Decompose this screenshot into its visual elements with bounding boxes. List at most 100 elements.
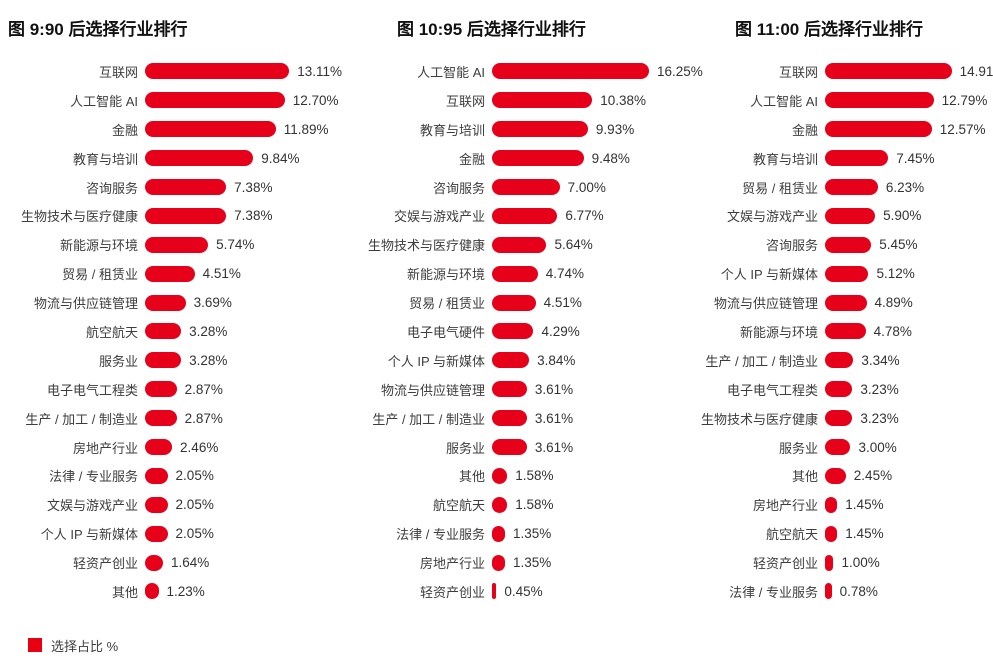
value-label: 1.45% [845, 497, 884, 513]
category-label: 互联网 [98, 64, 138, 80]
value-label: 4.78% [873, 323, 912, 339]
chart-row: 咨询服务 7.38% [8, 173, 355, 202]
chart-row: 人工智能 AI 12.70% [8, 86, 355, 115]
legend-swatch-icon [28, 638, 42, 653]
chart-post-90s: 图 9:90 后选择行业排行 互联网 13.11% 人工智能 AI 12.70% 金融 1… [8, 18, 355, 606]
value-label: 4.74% [545, 266, 585, 282]
chart-row: 电子电气工程类 2.87% [8, 375, 355, 404]
bar [492, 439, 527, 456]
category-label: 个人 IP 与新媒体 [720, 267, 818, 283]
chart-rows-post-00s: 互联网 14.91% 人工智能 AI 12.79% 金融 12.57% 教育与培训 7.45%… [685, 57, 993, 606]
category-label: 轻资产创业 [419, 584, 485, 600]
chart-row: 其他 1.23% [8, 577, 355, 606]
value-label: 1.45% [845, 526, 884, 542]
value-label: 13.11% [297, 63, 342, 79]
bar [492, 352, 530, 369]
value-label: 5.64% [554, 237, 593, 253]
category-label: 贸易 / 租赁业 [742, 180, 818, 196]
charts-container: 图 9:90 后选择行业排行 互联网 13.11% 人工智能 AI 12.70% 金融 1… [8, 18, 993, 606]
category-label: 新能源与环境 [739, 324, 818, 340]
category-label: 其他 [791, 469, 818, 485]
chart-row: 航空航天 3.28% [8, 317, 355, 346]
category-label: 咨询服务 [765, 238, 818, 254]
value-label: 3.61% [534, 410, 574, 426]
category-label: 服务业 [778, 440, 818, 456]
value-label: 3.28% [189, 323, 228, 339]
chart-row: 生产 / 加工 / 制造业 2.87% [8, 404, 355, 433]
bar [825, 525, 838, 542]
chart-row: 物流与供应链管理 3.61% [355, 375, 685, 404]
legend: 选择占比 % [28, 636, 985, 655]
value-label: 1.58% [515, 497, 554, 513]
bar [492, 236, 547, 253]
category-label: 服务业 [445, 440, 485, 456]
bar [492, 121, 588, 138]
bar [825, 92, 934, 109]
category-label: 其他 [458, 469, 485, 485]
category-label: 交娱与游戏产业 [393, 209, 485, 225]
chart-row: 新能源与环境 4.78% [685, 317, 985, 346]
chart-row: 互联网 10.38% [355, 86, 685, 115]
category-label: 轻资产创业 [752, 556, 818, 572]
chart-row: 房地产行业 1.45% [685, 490, 985, 519]
bar [145, 63, 290, 80]
value-label: 2.46% [180, 439, 219, 455]
chart-row: 房地产行业 2.46% [8, 433, 355, 462]
chart-title-post-90s: 图 9:90 后选择行业排行 [8, 20, 188, 39]
category-label: 生物技术与医疗健康 [700, 411, 818, 427]
bar [825, 179, 878, 195]
category-label: 物流与供应链管理 [33, 296, 138, 312]
category-label: 生物技术与医疗健康 [367, 238, 485, 254]
bar [145, 294, 186, 311]
category-label: 电子电气工程类 [726, 382, 818, 398]
value-label: 2.45% [853, 468, 893, 484]
chart-row: 房地产行业 1.35% [355, 548, 685, 577]
bar [492, 63, 649, 80]
value-label: 7.45% [896, 150, 935, 166]
value-label: 4.29% [541, 323, 580, 339]
category-label: 生物技术与医疗健康 [20, 209, 138, 225]
value-label: 9.48% [591, 150, 630, 166]
bar [145, 265, 195, 282]
category-label: 新能源与环境 [406, 267, 485, 283]
chart-row: 服务业 3.61% [355, 433, 685, 462]
category-label: 金融 [791, 122, 818, 138]
value-label: 9.93% [595, 121, 635, 137]
category-label: 咨询服务 [85, 180, 138, 196]
chart-row: 金融 9.48% [355, 144, 685, 173]
chart-row: 其他 1.58% [355, 461, 685, 490]
chart-row: 教育与培训 9.84% [8, 144, 355, 173]
chart-row: 服务业 3.28% [8, 346, 355, 375]
value-label: 3.84% [537, 352, 576, 368]
bar [145, 236, 209, 253]
category-label: 互联网 [445, 93, 485, 109]
bar [825, 150, 889, 167]
chart-row: 服务业 3.00% [685, 433, 985, 462]
category-label: 法律 / 专业服务 [396, 527, 485, 543]
bar [492, 179, 560, 195]
value-label: 5.74% [216, 237, 255, 253]
value-label: 12.57% [939, 121, 986, 137]
value-label: 12.70% [292, 92, 339, 108]
value-label: 14.91% [959, 63, 993, 79]
chart-title-post-95s: 图 10:95 后选择行业排行 [397, 20, 586, 39]
chart-row: 交娱与游戏产业 6.77% [355, 201, 685, 230]
bar [492, 496, 508, 513]
chart-row: 生产 / 加工 / 制造业 3.34% [685, 346, 985, 375]
bar [492, 381, 527, 398]
category-label: 文娱与游戏产业 [46, 498, 138, 514]
bar [492, 583, 497, 600]
category-label: 个人 IP 与新媒体 [387, 353, 485, 369]
bar [825, 121, 932, 138]
category-label: 电子电气硬件 [406, 324, 485, 340]
bar [492, 207, 558, 224]
bar [825, 439, 851, 456]
chart-row: 航空航天 1.45% [685, 519, 985, 548]
bar [825, 323, 866, 340]
value-label: 3.69% [193, 295, 232, 311]
bar [825, 410, 853, 427]
value-label: 5.45% [879, 237, 918, 253]
value-label: 16.25% [656, 63, 703, 79]
chart-row: 互联网 13.11% [8, 57, 355, 86]
